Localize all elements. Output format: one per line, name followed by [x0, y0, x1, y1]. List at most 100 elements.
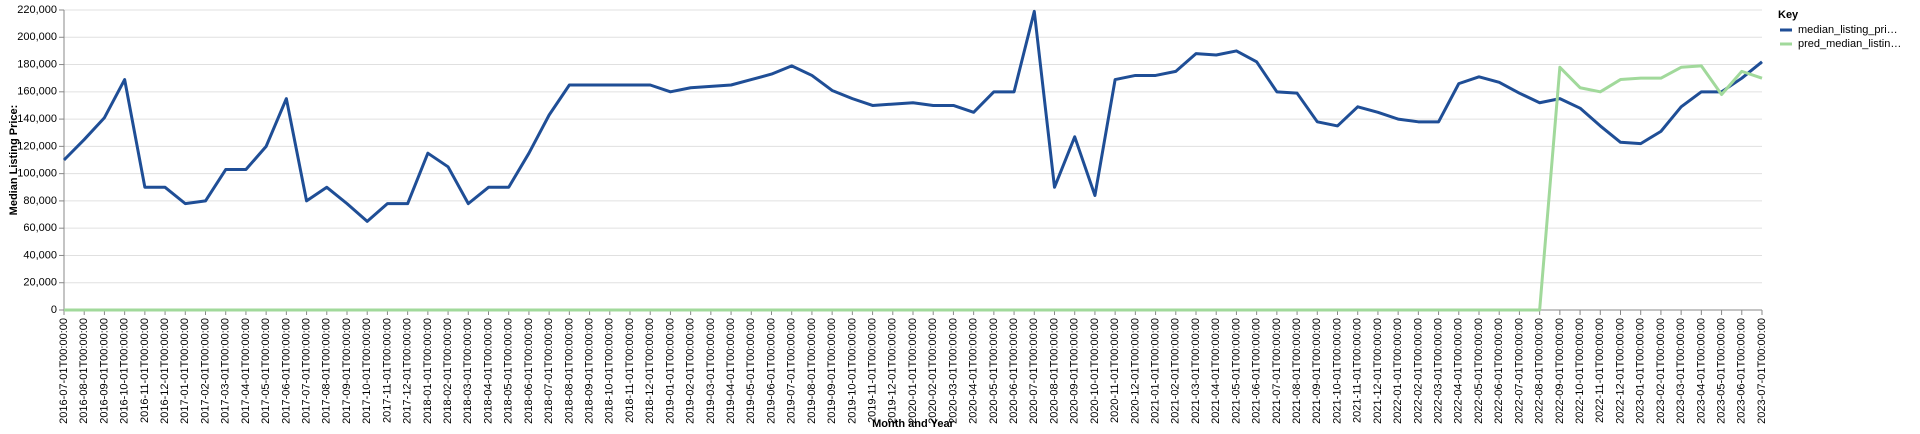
x-tick-label: 2022-09-01T00:00:00	[1554, 318, 1566, 424]
x-tick-label: 2019-12-01T00:00:00	[887, 318, 899, 424]
legend-title: Key	[1778, 9, 1799, 21]
x-tick-label: 2019-01-01T00:00:00	[664, 318, 676, 424]
x-tick-label: 2019-05-01T00:00:00	[745, 318, 757, 424]
x-tick-label: 2017-06-01T00:00:00	[280, 318, 292, 424]
y-tick-label: 60,000	[23, 222, 57, 234]
x-tick-label: 2017-03-01T00:00:00	[220, 318, 232, 424]
x-tick-label: 2017-10-01T00:00:00	[361, 318, 373, 424]
x-tick-label: 2019-04-01T00:00:00	[725, 318, 737, 424]
legend-label: median_listing_pri…	[1798, 24, 1898, 36]
x-tick-label: 2021-11-01T00:00:00	[1352, 318, 1364, 423]
x-tick-label: 2018-01-01T00:00:00	[422, 318, 434, 424]
x-tick-label: 2018-05-01T00:00:00	[503, 318, 515, 424]
x-tick-label: 2021-03-01T00:00:00	[1190, 318, 1202, 424]
x-tick-label: 2022-06-01T00:00:00	[1493, 318, 1505, 424]
y-tick-label: 120,000	[17, 140, 57, 152]
x-tick-label: 2020-09-01T00:00:00	[1069, 318, 1081, 424]
x-tick-label: 2021-04-01T00:00:00	[1210, 318, 1222, 424]
x-tick-label: 2023-01-01T00:00:00	[1635, 318, 1647, 424]
x-tick-label: 2019-06-01T00:00:00	[765, 318, 777, 424]
legend-label: pred_median_listin…	[1798, 38, 1901, 50]
x-tick-label: 2020-06-01T00:00:00	[1008, 318, 1020, 424]
x-tick-label: 2022-07-01T00:00:00	[1513, 318, 1525, 424]
x-tick-label: 2020-05-01T00:00:00	[988, 318, 1000, 424]
y-tick-label: 160,000	[17, 86, 57, 98]
x-tick-label: 2018-02-01T00:00:00	[442, 318, 454, 424]
x-tick-label: 2017-12-01T00:00:00	[402, 318, 414, 424]
x-tick-label: 2018-10-01T00:00:00	[604, 318, 616, 424]
x-tick-label: 2021-02-01T00:00:00	[1170, 318, 1182, 424]
x-tick-label: 2020-11-01T00:00:00	[1109, 318, 1121, 423]
x-axis-title: Month and Year	[872, 418, 954, 430]
y-tick-label: 20,000	[23, 277, 57, 289]
x-tick-label: 2020-12-01T00:00:00	[1129, 318, 1141, 424]
y-tick-label: 100,000	[17, 168, 57, 180]
x-tick-label: 2020-01-01T00:00:00	[907, 318, 919, 424]
x-tick-label: 2018-11-01T00:00:00	[624, 318, 636, 423]
x-tick-label: 2016-09-01T00:00:00	[98, 318, 110, 424]
x-tick-label: 2023-04-01T00:00:00	[1695, 318, 1707, 424]
x-tick-label: 2017-11-01T00:00:00	[381, 318, 393, 423]
x-tick-label: 2018-03-01T00:00:00	[462, 318, 474, 424]
x-tick-label: 2021-01-01T00:00:00	[1149, 318, 1161, 424]
x-tick-label: 2022-05-01T00:00:00	[1473, 318, 1485, 424]
series-line	[64, 64, 1763, 312]
x-tick-label: 2020-08-01T00:00:00	[1048, 318, 1060, 424]
x-tick-label: 2020-03-01T00:00:00	[947, 318, 959, 424]
y-tick-label: 40,000	[23, 249, 57, 261]
x-tick-label: 2019-03-01T00:00:00	[705, 318, 717, 424]
x-tick-label: 2022-04-01T00:00:00	[1453, 318, 1465, 424]
x-tick-label: 2022-11-01T00:00:00	[1594, 318, 1606, 423]
x-tick-label: 2018-07-01T00:00:00	[543, 318, 555, 424]
x-tick-label: 2018-04-01T00:00:00	[482, 318, 494, 424]
x-tick-label: 2017-08-01T00:00:00	[321, 318, 333, 424]
x-tick-label: 2023-03-01T00:00:00	[1675, 318, 1687, 424]
y-tick-label: 0	[51, 304, 57, 316]
x-tick-label: 2023-07-01T00:00:00	[1756, 318, 1768, 424]
x-tick-label: 2019-10-01T00:00:00	[846, 318, 858, 424]
x-tick-label: 2017-09-01T00:00:00	[341, 318, 353, 424]
y-tick-label: 80,000	[23, 195, 57, 207]
x-tick-label: 2021-07-01T00:00:00	[1271, 318, 1283, 424]
x-tick-label: 2022-10-01T00:00:00	[1574, 318, 1586, 424]
x-tick-label: 2021-09-01T00:00:00	[1311, 318, 1323, 424]
x-tick-label: 2020-02-01T00:00:00	[927, 318, 939, 424]
x-tick-label: 2019-09-01T00:00:00	[826, 318, 838, 424]
x-tick-label: 2017-02-01T00:00:00	[199, 318, 211, 424]
x-tick-label: 2020-04-01T00:00:00	[968, 318, 980, 424]
series-line	[62, 9, 1763, 223]
y-axis-title: Median Listing Price:	[8, 105, 20, 216]
x-tick-label: 2021-05-01T00:00:00	[1230, 318, 1242, 424]
x-tick-label: 2016-08-01T00:00:00	[78, 318, 90, 424]
x-tick-label: 2023-06-01T00:00:00	[1736, 318, 1748, 424]
x-tick-label: 2022-01-01T00:00:00	[1392, 318, 1404, 424]
x-tick-label: 2022-08-01T00:00:00	[1534, 318, 1546, 424]
x-tick-label: 2019-02-01T00:00:00	[685, 318, 697, 424]
y-tick-label: 180,000	[17, 58, 57, 70]
x-tick-label: 2022-12-01T00:00:00	[1614, 318, 1626, 424]
y-tick-label: 140,000	[17, 113, 57, 125]
x-tick-label: 2017-01-01T00:00:00	[179, 318, 191, 424]
x-tick-label: 2018-09-01T00:00:00	[583, 318, 595, 424]
x-tick-label: 2016-07-01T00:00:00	[58, 318, 70, 424]
x-tick-label: 2017-05-01T00:00:00	[260, 318, 272, 424]
x-tick-label: 2021-08-01T00:00:00	[1291, 318, 1303, 424]
y-tick-label: 200,000	[17, 31, 57, 43]
x-tick-label: 2020-07-01T00:00:00	[1028, 318, 1040, 424]
x-tick-label: 2016-10-01T00:00:00	[119, 318, 131, 424]
x-tick-label: 2016-12-01T00:00:00	[159, 318, 171, 424]
x-tick-label: 2021-10-01T00:00:00	[1331, 318, 1343, 424]
x-tick-label: 2017-07-01T00:00:00	[300, 318, 312, 424]
x-tick-label: 2023-05-01T00:00:00	[1715, 318, 1727, 424]
x-tick-label: 2023-02-01T00:00:00	[1655, 318, 1667, 424]
x-tick-label: 2018-12-01T00:00:00	[644, 318, 656, 424]
x-tick-label: 2018-08-01T00:00:00	[563, 318, 575, 424]
x-tick-label: 2019-11-01T00:00:00	[866, 318, 878, 423]
x-tick-label: 2019-08-01T00:00:00	[806, 318, 818, 424]
x-tick-label: 2019-07-01T00:00:00	[786, 318, 798, 424]
x-tick-label: 2022-02-01T00:00:00	[1412, 318, 1424, 424]
y-tick-label: 220,000	[17, 4, 57, 16]
x-tick-label: 2020-10-01T00:00:00	[1089, 318, 1101, 424]
x-tick-label: 2022-03-01T00:00:00	[1432, 318, 1444, 424]
